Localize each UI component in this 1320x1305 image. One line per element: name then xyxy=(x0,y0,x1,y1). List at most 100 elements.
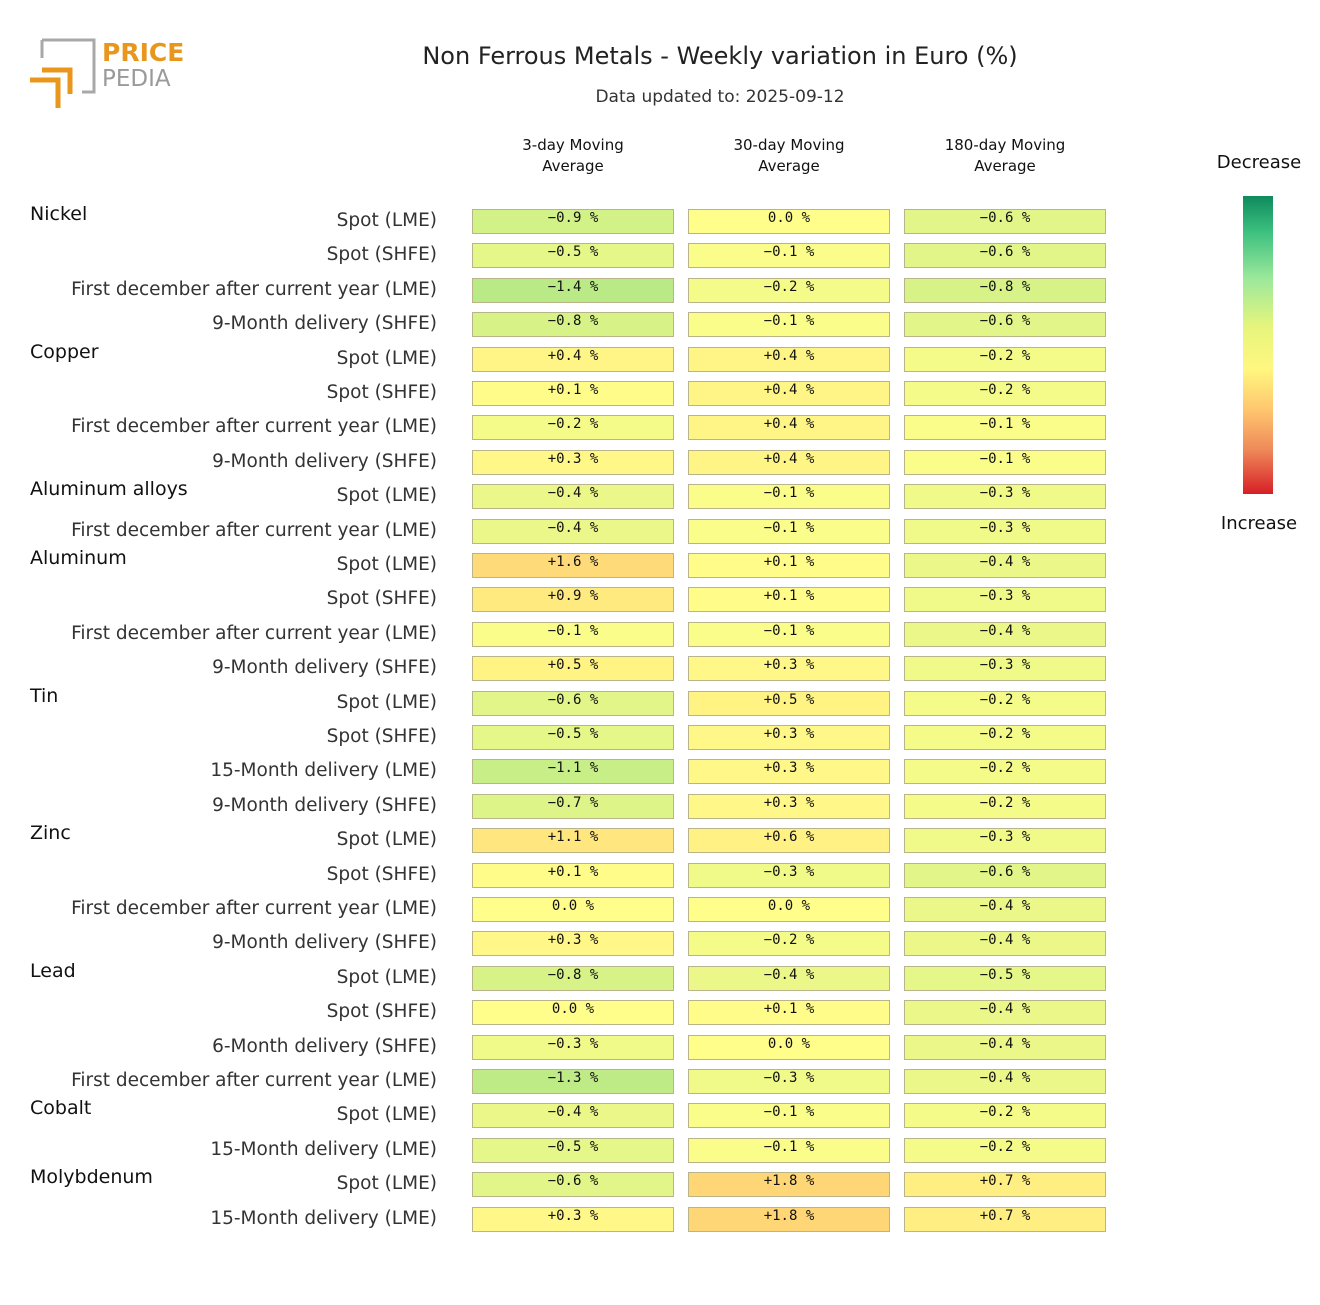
row-label: Spot (SHFE) xyxy=(326,244,437,266)
heatmap-cell: −0.4 % xyxy=(472,1103,674,1129)
heatmap-cell: −0.4 % xyxy=(904,1000,1106,1026)
heatmap-cell: +0.5 % xyxy=(472,656,674,682)
heatmap-cell: −0.2 % xyxy=(904,381,1106,406)
heatmap-cell: −0.4 % xyxy=(904,621,1106,647)
heatmap-cell: +0.1 % xyxy=(472,381,674,406)
heatmap-cell: +0.1 % xyxy=(688,587,890,613)
heatmap-cell: +0.3 % xyxy=(472,931,674,957)
heatmap-cell: −0.6 % xyxy=(904,243,1106,269)
heatmap-cell: −0.2 % xyxy=(904,1137,1106,1163)
heatmap-cell: +0.5 % xyxy=(688,690,890,716)
row-label: First december after current year (LME) xyxy=(71,519,437,541)
column-header-line: Average xyxy=(974,157,1036,175)
heatmap-cell: −1.3 % xyxy=(472,1069,674,1094)
logo-text-price: PRICE xyxy=(102,38,185,67)
heatmap-cell: +0.1 % xyxy=(688,553,890,578)
heatmap-cell: −1.4 % xyxy=(472,277,674,303)
metal-group-label: Copper xyxy=(30,340,99,363)
heatmap-cell: −0.1 % xyxy=(472,621,674,647)
heatmap-cell: −0.8 % xyxy=(472,312,674,338)
heatmap-cell: +0.6 % xyxy=(688,828,890,854)
heatmap-cell: +0.4 % xyxy=(688,346,890,372)
heatmap-cell: +0.3 % xyxy=(688,759,890,785)
metal-group-label: Nickel xyxy=(30,203,88,225)
heatmap-cell: −0.8 % xyxy=(904,277,1106,303)
row-label: 9-Month delivery (SHFE) xyxy=(212,313,437,335)
heatmap-cell: −0.7 % xyxy=(472,793,674,819)
heatmap-cell: +1.8 % xyxy=(688,1206,890,1232)
column-header-3day: 3-day Moving Average xyxy=(472,135,674,177)
heatmap-cell: +0.7 % xyxy=(904,1172,1106,1198)
row-label: Spot (LME) xyxy=(336,691,437,713)
row-label: Spot (SHFE) xyxy=(326,382,437,403)
heatmap-cell: −0.3 % xyxy=(688,1069,890,1094)
row-label: First december after current year (LME) xyxy=(71,278,437,300)
heatmap-cell: −0.4 % xyxy=(904,1034,1106,1060)
heatmap-cell: −0.4 % xyxy=(472,518,674,544)
row-label: 6-Month delivery (SHFE) xyxy=(212,1035,437,1057)
row-label: Spot (LME) xyxy=(336,347,437,369)
heatmap-cell: −0.6 % xyxy=(472,1172,674,1198)
row-label: Spot (LME) xyxy=(336,210,437,231)
heatmap-cell: +0.4 % xyxy=(688,415,890,441)
chart-subtitle: Data updated to: 2025-09-12 xyxy=(595,87,845,107)
heatmap-cell: −0.4 % xyxy=(904,1069,1106,1094)
heatmap-cell: +0.1 % xyxy=(688,1000,890,1026)
heatmap-cell: 0.0 % xyxy=(688,897,890,922)
row-label: Spot (SHFE) xyxy=(326,588,437,610)
legend-bottom-label: Increase xyxy=(1220,513,1298,534)
heatmap-cell: −0.2 % xyxy=(904,1103,1106,1129)
chart-title: Non Ferrous Metals - Weekly variation in… xyxy=(422,42,1018,70)
heatmap-cell: −0.2 % xyxy=(904,346,1106,372)
row-label: First december after current year (LME) xyxy=(71,622,437,644)
row-label: 9-Month delivery (SHFE) xyxy=(212,657,437,679)
column-header-line: 180-day Moving xyxy=(944,136,1066,154)
heatmap-cell: −0.1 % xyxy=(904,449,1106,475)
heatmap-cell: −0.1 % xyxy=(688,312,890,338)
metal-group-label: Zinc xyxy=(30,822,71,845)
heatmap-cell: +0.4 % xyxy=(688,449,890,475)
heatmap-cell: −0.1 % xyxy=(688,1103,890,1129)
legend-color-bar xyxy=(1243,196,1273,494)
heatmap-cell: −0.3 % xyxy=(904,828,1106,854)
row-label: Spot (LME) xyxy=(336,554,437,575)
heatmap-cell: +1.8 % xyxy=(688,1172,890,1198)
column-header-line: 3-day Moving xyxy=(522,136,624,154)
heatmap-cell: −0.2 % xyxy=(688,277,890,303)
row-label: 9-Month delivery (SHFE) xyxy=(212,932,437,954)
row-label: First december after current year (LME) xyxy=(71,1070,437,1091)
column-header-30day: 30-day Moving Average xyxy=(688,135,890,177)
heatmap-cell: −0.3 % xyxy=(904,587,1106,613)
row-label: Spot (LME) xyxy=(336,1173,437,1195)
column-header-line: 30-day Moving xyxy=(733,136,845,154)
row-label: 15-Month delivery (LME) xyxy=(210,1138,437,1160)
heatmap-cell: −0.2 % xyxy=(904,759,1106,785)
row-label: First december after current year (LME) xyxy=(71,416,437,438)
heatmap-cell: −1.1 % xyxy=(472,759,674,785)
row-label: Spot (LME) xyxy=(336,485,437,507)
heatmap-cell: −0.2 % xyxy=(904,793,1106,819)
heatmap-cell: +0.4 % xyxy=(688,381,890,406)
heatmap-cell: 0.0 % xyxy=(688,209,890,234)
heatmap-cell: +0.1 % xyxy=(472,862,674,888)
row-label: Spot (LME) xyxy=(336,966,437,988)
row-label: Spot (LME) xyxy=(336,1104,437,1126)
heatmap-cell: −0.3 % xyxy=(904,656,1106,682)
heatmap-cell: −0.4 % xyxy=(904,553,1106,578)
heatmap-cell: +0.3 % xyxy=(472,1206,674,1232)
metal-group-label: Aluminum alloys xyxy=(30,478,188,501)
row-label: Spot (SHFE) xyxy=(326,1001,437,1023)
heatmap-cell: +0.4 % xyxy=(472,346,674,372)
column-header-line: Average xyxy=(758,157,820,175)
logo-text-pedia: PEDIA xyxy=(102,66,171,92)
heatmap-cell: +0.9 % xyxy=(472,587,674,613)
heatmap-cell: −0.1 % xyxy=(688,518,890,544)
heatmap-cell: −0.6 % xyxy=(472,690,674,716)
pricepedia-logo: PRICE PEDIA xyxy=(28,36,198,112)
heatmap-cell: −0.2 % xyxy=(688,931,890,957)
heatmap-cell: +0.3 % xyxy=(688,725,890,750)
heatmap-cell: −0.4 % xyxy=(472,484,674,510)
row-label: 15-Month delivery (LME) xyxy=(210,760,437,782)
heatmap-cell: −0.6 % xyxy=(904,312,1106,338)
metal-group-label: Cobalt xyxy=(30,1097,92,1120)
